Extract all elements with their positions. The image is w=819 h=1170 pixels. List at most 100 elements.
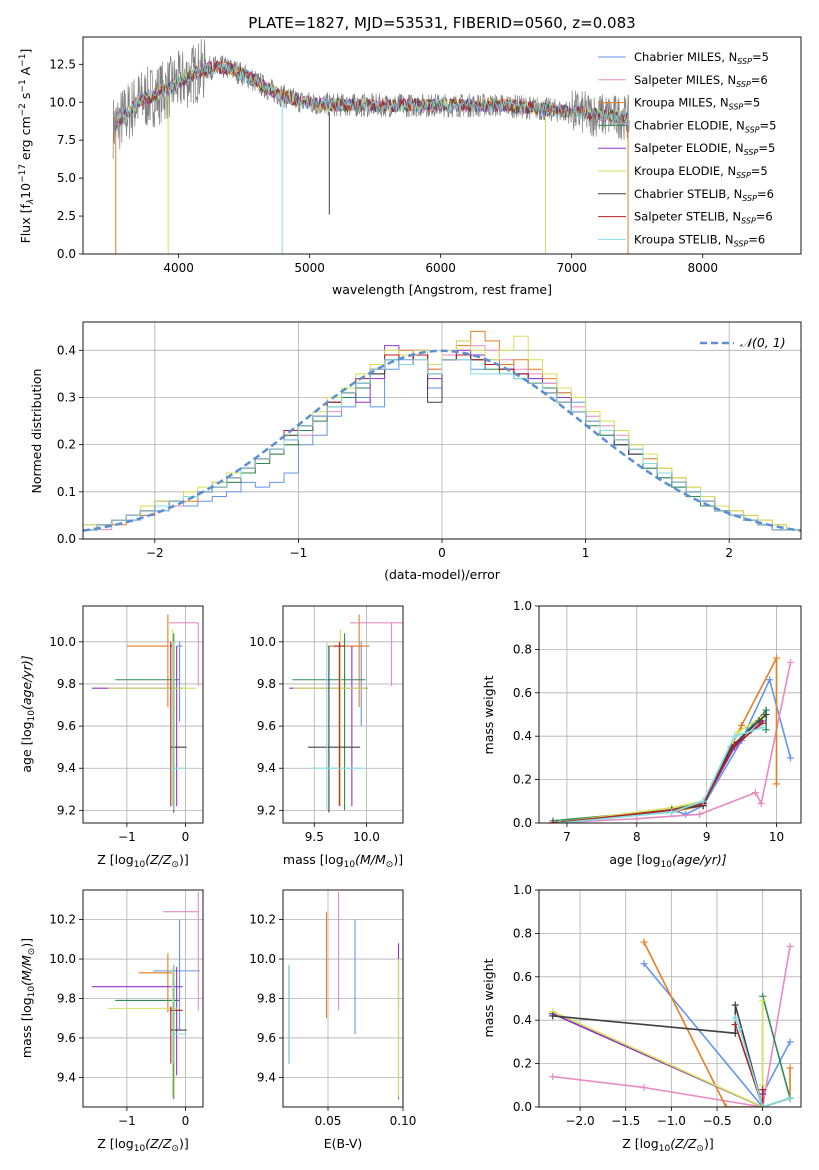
grid-lines xyxy=(83,890,203,1107)
mass-weight-marker xyxy=(556,819,564,823)
age-vs-z-panel: −1 0 9.2 9.4 9.6 9.8 10.0 Z [log10(Z/Z⊙)] age… xyxy=(19,605,204,870)
mass-weight-marker xyxy=(736,1025,744,1033)
mass-vs-ebv-panel: 0.05 0.10 9.4 9.6 9.8 10.0 10.2 E(B-V) xyxy=(249,889,416,1151)
age-vs-mass-x-ticks: 9.5 10.0 xyxy=(305,823,380,844)
x-tick-label: 0.0 xyxy=(753,1114,772,1128)
y-tick-label: 0.4 xyxy=(513,1013,532,1027)
x-tick-label: 8 xyxy=(633,830,641,844)
mass-weight-line xyxy=(552,946,791,1107)
mw-z-y-label: mass weight xyxy=(481,958,496,1037)
mass-weight-marker xyxy=(766,676,774,684)
residuals-panel: −2 −1 0 1 2 0.0 0.1 0.2 0.3 0.4 𝒩(0, 1) (data-mo… xyxy=(29,321,802,582)
mass-weight-marker xyxy=(786,1038,794,1046)
x-tick-label: 0 xyxy=(438,546,446,560)
y-tick-label: 0.8 xyxy=(513,926,532,940)
mass-weight-marker xyxy=(549,819,557,823)
legend-label: Kroupa STELIB, NSSP=6 xyxy=(634,232,765,248)
errorbar-point xyxy=(126,614,169,708)
mass-weight-marker xyxy=(731,732,739,740)
mass-weight-marker xyxy=(787,658,795,666)
y-tick-label: 0.4 xyxy=(513,729,532,743)
y-tick-label: 9.4 xyxy=(57,1070,76,1084)
mass-weight-marker xyxy=(738,721,746,729)
mass-weight-marker xyxy=(759,997,767,1005)
y-tick-label: 5.0 xyxy=(57,171,76,185)
errorbar-point xyxy=(108,968,179,1098)
y-tick-label: 9.4 xyxy=(57,761,76,775)
mw-z-y-ticks: 0.0 0.2 0.4 0.6 0.8 1.0 xyxy=(513,883,539,1114)
residual-histogram xyxy=(83,335,801,531)
y-tick-label: 7.5 xyxy=(57,133,76,147)
mass-weight-marker xyxy=(787,754,795,762)
y-tick-label: 2.5 xyxy=(57,209,76,223)
age-vs-z-plot-area xyxy=(82,605,204,824)
errorbar-point xyxy=(138,953,174,1013)
y-tick-label: 0.0 xyxy=(513,1100,532,1114)
y-tick-label: 12.5 xyxy=(49,57,76,71)
y-tick-label: 1.0 xyxy=(513,883,532,897)
mw-age-plot-area xyxy=(538,605,802,824)
mass-weight-vs-age-panel: 7 8 9 10 0.0 0.2 0.4 0.6 0.8 1.0 age [log10(age/… xyxy=(481,599,802,870)
mass-weight-marker xyxy=(668,808,676,816)
mass-weight-marker xyxy=(773,780,781,788)
mass-weight-marker xyxy=(699,797,707,805)
y-tick-label: 0.0 xyxy=(57,247,76,261)
mass-vs-ebv-x-label: E(B-V) xyxy=(324,1136,363,1151)
spectrum-y-label: Flux [fλ10−17 erg cm−2 s−1 A−1] xyxy=(18,49,36,244)
mass-weight-marker xyxy=(786,1094,794,1102)
x-tick-label: 10.0 xyxy=(353,830,380,844)
y-tick-label: 0.0 xyxy=(57,532,76,546)
legend-label: Chabrier MILES, NSSP=5 xyxy=(634,50,769,66)
mass-vs-z-x-label: Z [log10(Z/Z⊙)] xyxy=(97,1136,188,1154)
age-vs-mass-x-label: mass [log10(M/M⊙)] xyxy=(283,852,403,870)
errorbar-point xyxy=(91,966,183,1076)
plot-content xyxy=(91,614,199,813)
spectrum-x-ticks: 4000 5000 6000 7000 8000 xyxy=(163,254,718,275)
spectrum-x-label: wavelength [Angstrom, rest frame] xyxy=(332,282,552,297)
y-tick-label: 1.0 xyxy=(513,599,532,613)
age-vs-mass-plot-area xyxy=(282,605,404,824)
y-tick-label: 9.8 xyxy=(57,992,76,1006)
age-vs-z-x-label: Z [log10(Z/Z⊙)] xyxy=(97,852,188,870)
mass-weight-marker xyxy=(759,1103,767,1107)
mw-z-x-ticks: −2.0 −1.5 −1.0 −0.5 0.0 xyxy=(566,1107,772,1128)
errorbar-point xyxy=(311,641,364,811)
y-tick-label: 10.0 xyxy=(49,635,76,649)
y-tick-label: 10.0 xyxy=(49,952,76,966)
x-tick-label: −2 xyxy=(146,546,164,560)
mass-weight-line xyxy=(643,941,791,1107)
mass-weight-marker xyxy=(633,815,641,823)
legend-label: Chabrier ELODIE, NSSP=5 xyxy=(634,118,776,134)
plot-content xyxy=(83,330,801,532)
y-tick-label: 9.4 xyxy=(257,761,276,775)
x-tick-label: 4000 xyxy=(163,261,194,275)
age-vs-z-x-ticks: −1 0 xyxy=(118,823,189,844)
age-vs-z-y-ticks: 9.2 9.4 9.6 9.8 10.0 xyxy=(49,635,83,817)
plot-content xyxy=(288,891,400,1100)
mass-weight-marker xyxy=(640,1083,648,1091)
mw-age-y-label: mass weight xyxy=(481,675,496,754)
legend-label: Kroupa MILES, NSSP=5 xyxy=(634,96,760,112)
axes-frame xyxy=(82,889,204,1108)
mass-weight-marker xyxy=(731,1014,739,1022)
x-tick-label: −0.5 xyxy=(702,1114,731,1128)
residual-histogram xyxy=(83,359,801,531)
y-tick-label: 0.6 xyxy=(513,686,532,700)
mass-vs-z-y-ticks: 9.4 9.6 9.8 10.0 10.2 xyxy=(49,913,83,1084)
y-tick-label: 0.6 xyxy=(513,970,532,984)
y-tick-label: 0.2 xyxy=(513,1057,532,1071)
legend-label: Salpeter ELODIE, NSSP=5 xyxy=(634,141,775,157)
y-tick-label: 0.2 xyxy=(513,773,532,787)
mass-vs-z-y-label: mass [log10(M/M⊙)] xyxy=(19,938,37,1058)
x-tick-label: 7000 xyxy=(556,261,587,275)
x-tick-label: −1 xyxy=(290,546,308,560)
residuals-x-ticks: −2 −1 0 1 2 xyxy=(146,539,733,560)
axes-frame xyxy=(282,889,404,1108)
axes-frame xyxy=(82,321,802,540)
mass-vs-z-panel: −1 0 9.4 9.6 9.8 10.0 10.2 Z [log10(Z/Z⊙)] ma… xyxy=(19,889,204,1154)
spectrum-panel: PLATE=1827, MJD=53531, FIBERID=0560, z=0… xyxy=(18,14,802,297)
x-tick-label: 1 xyxy=(582,546,590,560)
mass-weight-marker xyxy=(752,789,760,797)
y-tick-label: 9.2 xyxy=(257,803,276,817)
